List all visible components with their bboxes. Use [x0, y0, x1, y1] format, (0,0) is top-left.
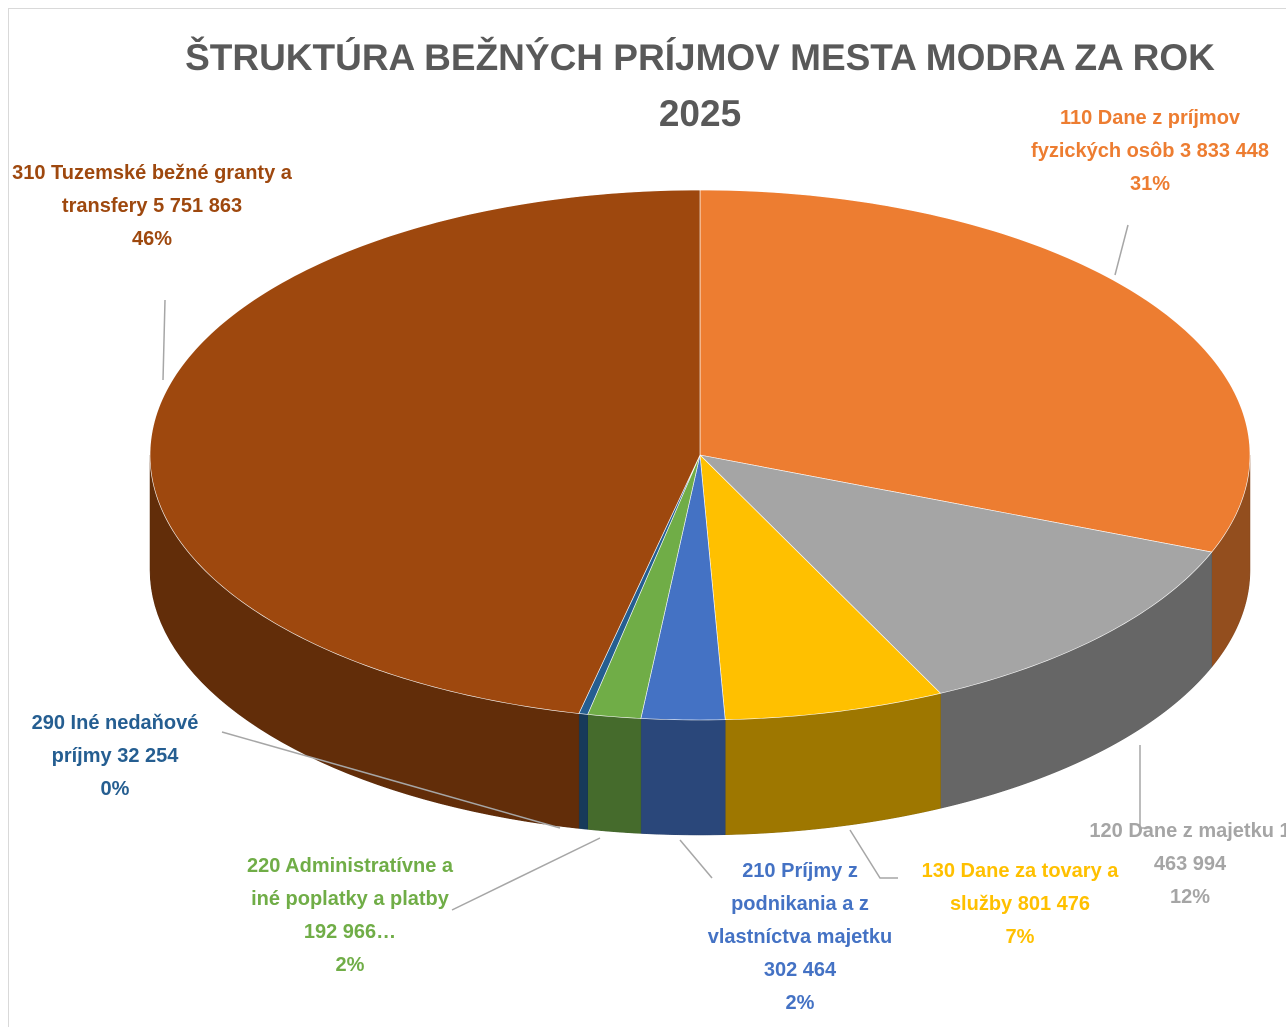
- leader-line: [679, 839, 713, 879]
- label-text: 3 833 448: [1179, 140, 1269, 162]
- label-text: 7%: [1005, 926, 1035, 948]
- leader-line: [162, 299, 166, 381]
- data-label: 210 Príjmy z podnikania a z vlastníctva …: [690, 855, 910, 1020]
- data-label: 130 Dane za tovary a služby 801 476 7%: [895, 855, 1145, 954]
- label-text: 32 254: [117, 745, 179, 767]
- slice-side: [640, 718, 726, 836]
- slice: [699, 454, 1213, 694]
- label-text: 2%: [335, 954, 365, 976]
- leader-line: [1139, 745, 1150, 829]
- leader-line: [221, 731, 561, 829]
- label-text: 210 Príjmy z podnikania a z vlastníctva …: [707, 860, 893, 948]
- data-label: 310 Tuzemské bežné granty a transfery 5 …: [12, 157, 292, 256]
- label-text: 46%: [131, 228, 173, 250]
- leader-line: [1114, 224, 1129, 276]
- label-text: 192 966…: [303, 921, 397, 943]
- label-text: 220 Administratívne a iné poplatky a pla…: [246, 855, 453, 910]
- slice: [699, 189, 1251, 553]
- label-text: 120 Dane z majetku: [1089, 820, 1274, 842]
- data-label: 290 Iné nedaňové príjmy 32 254 0%: [5, 707, 225, 806]
- data-label: 220 Administratívne a iné poplatky a pla…: [235, 850, 465, 982]
- slice: [149, 189, 701, 714]
- label-text: 31%: [1129, 173, 1171, 195]
- label-text: 1 463 994: [1153, 820, 1286, 875]
- chart-frame: [8, 8, 1286, 1027]
- label-text: 801 476: [1017, 893, 1091, 915]
- leader-line: [451, 837, 601, 911]
- slice: [640, 454, 726, 721]
- label-text: 302 464: [763, 959, 837, 981]
- label-text: 310 Tuzemské bežné granty a transfery: [12, 162, 292, 217]
- data-label: 110 Dane z príjmov fyzických osôb 3 833 …: [1025, 102, 1275, 201]
- slice: [587, 454, 701, 719]
- label-text: 110 Dane z príjmov fyzických osôb: [1031, 107, 1241, 162]
- slice: [699, 454, 942, 721]
- slice-side: [587, 714, 642, 834]
- label-text: 0%: [100, 778, 130, 800]
- slice-side: [578, 713, 588, 830]
- leader-line: [849, 829, 898, 879]
- leader-lines: [162, 224, 1150, 911]
- chart-title: ŠTRUKTÚRA BEŽNÝCH PRÍJMOV MESTA MODRA ZA…: [185, 37, 1215, 134]
- label-text: 2%: [785, 992, 815, 1014]
- data-label: 120 Dane z majetku 1 463 994 12%: [1085, 815, 1286, 914]
- label-text: 12%: [1169, 886, 1211, 908]
- label-text: 5 751 863: [153, 195, 243, 217]
- label-text: 290 Iné nedaňové príjmy: [31, 712, 199, 767]
- label-text: 130 Dane za tovary a služby: [921, 860, 1119, 915]
